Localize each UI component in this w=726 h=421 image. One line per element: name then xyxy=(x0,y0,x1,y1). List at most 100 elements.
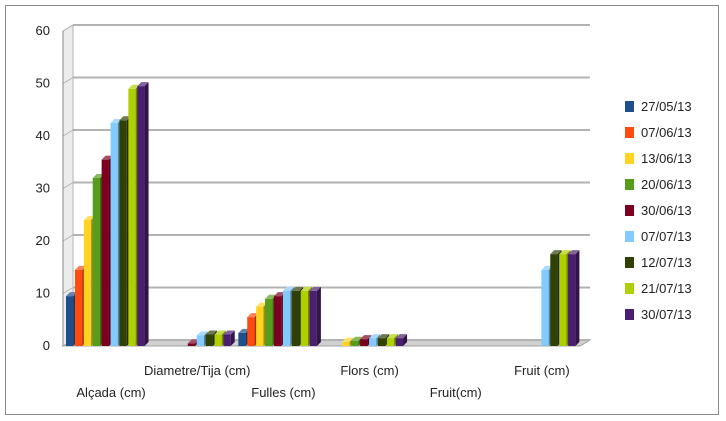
legend-swatch xyxy=(625,257,634,268)
bar-top xyxy=(273,292,286,297)
x-category-label: Fruit(cm) xyxy=(430,385,482,400)
bar-top xyxy=(309,286,321,291)
legend-swatch xyxy=(625,283,634,294)
bar-side xyxy=(575,250,580,346)
legend-label: 12/07/13 xyxy=(641,255,692,270)
legend-label: 21/07/13 xyxy=(641,281,692,296)
bar-top xyxy=(282,286,295,291)
legend-swatch xyxy=(625,231,634,242)
bar-front xyxy=(187,343,196,346)
bar-top xyxy=(386,334,399,339)
bar-front xyxy=(238,332,246,346)
bar-front xyxy=(351,340,359,346)
gridline-side xyxy=(62,24,74,32)
bar-top xyxy=(196,331,209,336)
bar-top xyxy=(568,250,580,255)
bar-top xyxy=(342,337,354,342)
bar-top xyxy=(360,335,372,340)
bar-front xyxy=(386,338,395,346)
legend-swatch xyxy=(625,309,634,320)
gridline-side xyxy=(62,287,74,294)
bar-side xyxy=(144,82,149,346)
bar-top xyxy=(541,265,553,270)
bar-front xyxy=(369,338,377,346)
bar-top xyxy=(128,84,140,89)
gridline-side xyxy=(62,182,74,189)
bar-front xyxy=(137,86,145,346)
bar-top xyxy=(223,330,235,335)
bar-top xyxy=(66,292,78,297)
gridline-side xyxy=(62,234,74,242)
bar-front xyxy=(205,334,213,346)
bar-top xyxy=(351,336,363,341)
bar-front xyxy=(66,296,74,346)
bar-front xyxy=(377,338,386,346)
chart-frame: 0 10 20 30 40 50 60 Alçada (cm) Diametre/Tija (c… xyxy=(5,5,719,415)
bar-top xyxy=(377,334,390,339)
bar-top xyxy=(369,334,381,339)
bar-front xyxy=(541,269,549,346)
bar-front xyxy=(74,269,83,346)
bar-front xyxy=(92,178,101,346)
bar-front xyxy=(223,334,231,346)
bar-side xyxy=(403,334,408,346)
bar-chart: 0 10 20 30 40 50 60 Alçada (cm) Diametre/Tija (c… xyxy=(36,23,692,400)
bar-front xyxy=(309,290,317,346)
bar-top xyxy=(238,328,250,333)
bar-top xyxy=(187,339,200,344)
x-category-label: Fulles (cm) xyxy=(251,385,315,400)
legend-label: 07/07/13 xyxy=(641,229,692,244)
y-tick-label: 0 xyxy=(43,338,50,353)
bar-top xyxy=(300,286,312,291)
bar-front xyxy=(395,338,404,346)
bar-front xyxy=(128,88,136,346)
bar-front xyxy=(342,341,350,346)
bar-top xyxy=(265,294,277,299)
bar-front xyxy=(119,120,127,346)
bar-front xyxy=(360,339,368,346)
bar-top xyxy=(395,334,408,339)
y-tick-label: 30 xyxy=(36,181,50,196)
bar-front xyxy=(265,298,273,346)
y-tick-label: 10 xyxy=(36,286,50,301)
bar-top xyxy=(256,302,268,307)
bar-front xyxy=(101,159,109,346)
legend-label: 07/06/13 xyxy=(641,125,692,140)
bar-front xyxy=(568,254,576,346)
y-tick-label: 60 xyxy=(36,23,50,38)
bar-top xyxy=(137,82,149,87)
bar-front xyxy=(196,335,205,346)
legend-swatch xyxy=(625,153,634,164)
legend-swatch xyxy=(625,101,634,112)
legend-swatch xyxy=(625,205,634,216)
bar-side xyxy=(230,330,235,346)
bar-top xyxy=(291,286,304,291)
bar-front xyxy=(550,254,558,346)
bar-side xyxy=(316,286,321,346)
bar-front xyxy=(559,254,567,346)
bar-top xyxy=(110,118,122,123)
legend-swatch xyxy=(625,179,634,190)
y-tick-label: 40 xyxy=(36,128,50,143)
legend-label: 30/06/13 xyxy=(641,203,692,218)
x-category-label: Flors (cm) xyxy=(340,363,399,378)
bar-top xyxy=(92,174,105,178)
y-tick-label: 50 xyxy=(36,76,50,91)
bar-top xyxy=(83,216,96,220)
bar-front xyxy=(83,220,92,346)
bar-front xyxy=(273,296,282,346)
legend-label: 13/06/13 xyxy=(641,151,692,166)
gridline-side xyxy=(62,77,74,84)
bar-front xyxy=(247,317,255,346)
bar-top xyxy=(205,330,217,335)
y-tick-label: 20 xyxy=(36,233,50,248)
bar-top xyxy=(559,250,571,255)
bar-top xyxy=(119,116,131,121)
bar-front xyxy=(256,306,264,346)
bar-front xyxy=(110,122,118,346)
legend-label: 30/07/13 xyxy=(641,307,692,322)
x-category-label: Diametre/Tija (cm) xyxy=(144,363,250,378)
bar-top xyxy=(74,265,87,270)
x-category-label: Alçada (cm) xyxy=(76,385,145,400)
bar-front xyxy=(291,290,300,346)
